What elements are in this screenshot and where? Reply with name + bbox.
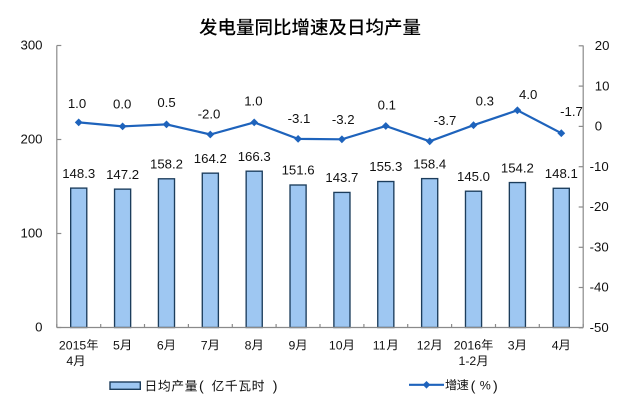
svg-text:151.6: 151.6	[282, 163, 315, 178]
svg-text:158.4: 158.4	[413, 156, 446, 171]
svg-text:100: 100	[20, 226, 42, 241]
svg-text:9: 9	[289, 338, 296, 352]
svg-text:4: 4	[552, 338, 559, 352]
svg-text:(: (	[199, 378, 204, 394]
svg-text:148.3: 148.3	[62, 166, 95, 181]
svg-text:-30: -30	[590, 240, 609, 255]
svg-text:-3.2: -3.2	[332, 112, 355, 127]
svg-text:164.2: 164.2	[194, 151, 227, 166]
svg-text:143.7: 143.7	[325, 170, 358, 185]
svg-text:6: 6	[157, 338, 164, 352]
svg-text:1-2: 1-2	[459, 354, 477, 368]
svg-text:1.0: 1.0	[68, 96, 86, 111]
svg-text:155.3: 155.3	[369, 159, 402, 174]
svg-text:0.3: 0.3	[476, 94, 494, 109]
svg-text:%: %	[480, 379, 491, 393]
svg-text:-1.7: -1.7	[560, 104, 583, 119]
svg-text:-3.1: -3.1	[288, 111, 311, 126]
svg-text:-40: -40	[590, 280, 609, 295]
svg-text:154.2: 154.2	[501, 160, 534, 175]
svg-text:20: 20	[595, 38, 610, 53]
svg-text:-10: -10	[590, 159, 609, 174]
svg-text:12: 12	[417, 338, 431, 352]
svg-text:2015: 2015	[59, 338, 87, 352]
svg-text:0: 0	[35, 320, 42, 335]
svg-text:8: 8	[245, 338, 252, 352]
svg-text:0.1: 0.1	[378, 98, 396, 113]
svg-text:7: 7	[201, 338, 208, 352]
svg-text:0.5: 0.5	[157, 95, 175, 110]
svg-text:0.0: 0.0	[113, 97, 131, 112]
svg-text:11: 11	[373, 338, 386, 352]
svg-text:): )	[273, 378, 278, 394]
svg-text:-3.7: -3.7	[434, 113, 457, 128]
svg-text:166.3: 166.3	[238, 149, 271, 164]
svg-text:-50: -50	[590, 320, 609, 335]
svg-text:3: 3	[508, 338, 515, 352]
svg-text:(: (	[471, 378, 476, 394]
svg-text:-2.0: -2.0	[198, 106, 221, 121]
svg-text:4: 4	[66, 354, 73, 368]
svg-text:0: 0	[595, 119, 602, 134]
svg-text:158.2: 158.2	[150, 157, 183, 172]
svg-text:): )	[493, 378, 498, 394]
svg-text:148.1: 148.1	[545, 166, 578, 181]
svg-text:147.2: 147.2	[106, 167, 139, 182]
svg-text:145.0: 145.0	[457, 169, 490, 184]
svg-text:200: 200	[20, 132, 42, 147]
svg-text:2016: 2016	[454, 338, 482, 352]
svg-text:4.0: 4.0	[519, 87, 537, 102]
svg-text:1.0: 1.0	[244, 94, 262, 109]
svg-text:-20: -20	[590, 199, 609, 214]
svg-text:5: 5	[113, 338, 120, 352]
svg-text:10: 10	[595, 78, 610, 93]
svg-text:10: 10	[329, 338, 343, 352]
svg-text:300: 300	[20, 38, 42, 53]
